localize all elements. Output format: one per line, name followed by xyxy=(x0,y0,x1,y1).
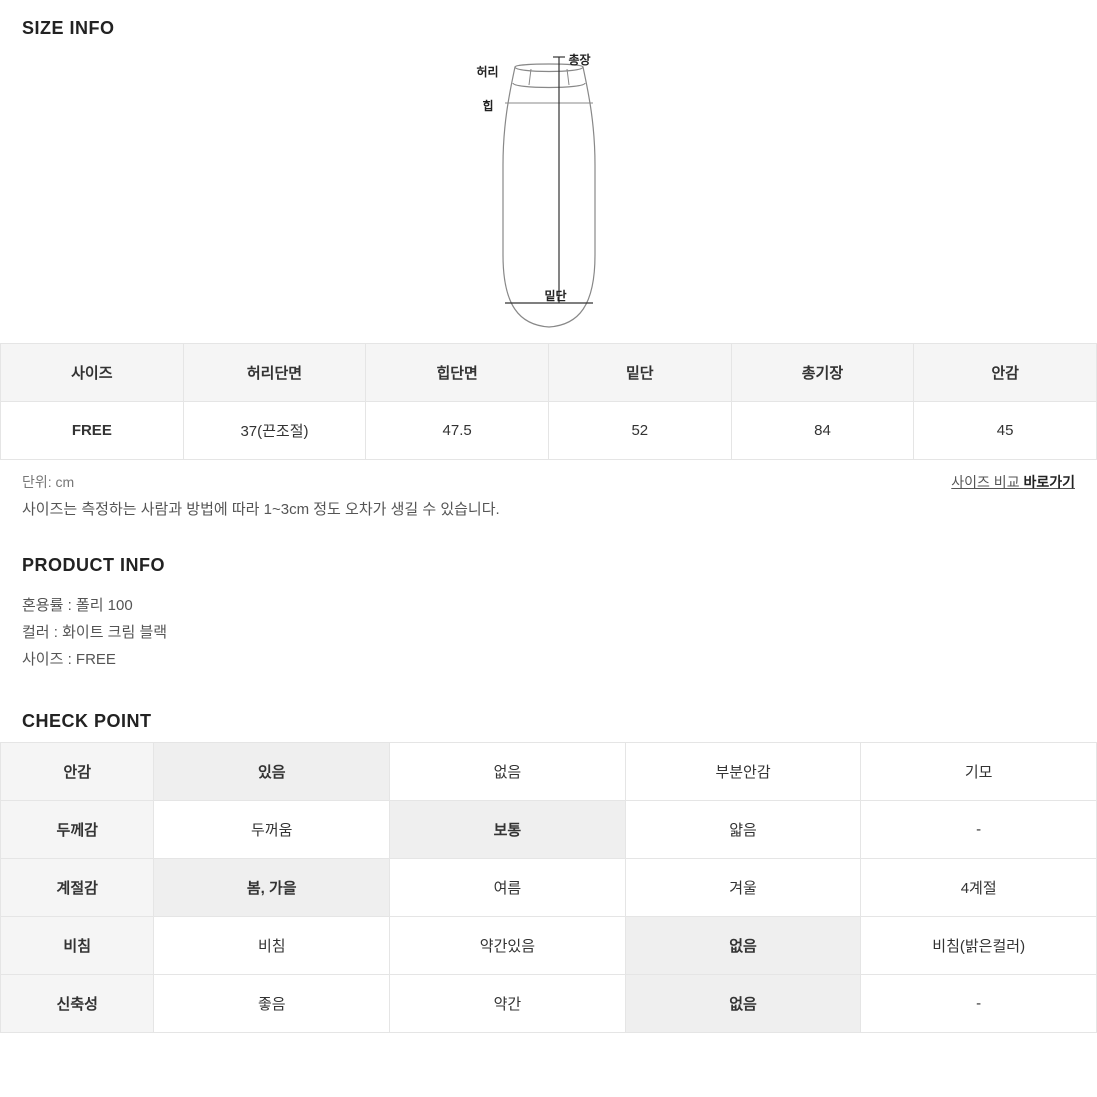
check-point-option: 얇음 xyxy=(625,801,861,859)
product-info-line: 컬러 : 화이트 크림 블랙 xyxy=(22,619,1075,646)
check-point-option: 여름 xyxy=(390,859,626,917)
size-info-title: SIZE INFO xyxy=(0,10,1097,49)
size-table: 사이즈 허리단면 힙단면 밑단 총기장 안감 FREE 37(끈조절) 47.5… xyxy=(0,343,1097,460)
check-point-option: 약간있음 xyxy=(390,917,626,975)
check-point-row: 안감있음없음부분안감기모 xyxy=(1,743,1097,801)
product-info-line: 사이즈 : FREE xyxy=(22,646,1075,673)
check-point-option: 겨울 xyxy=(625,859,861,917)
check-point-option: 좋음 xyxy=(154,975,390,1033)
check-point-option: 봄, 가을 xyxy=(154,859,390,917)
size-compare-link[interactable]: 사이즈 비교 바로가기 xyxy=(951,474,1075,490)
product-info-list: 혼용률 : 폴리 100 컬러 : 화이트 크림 블랙 사이즈 : FREE xyxy=(0,586,1097,703)
size-disclaimer: 사이즈는 측정하는 사람과 방법에 따라 1~3cm 정도 오차가 생길 수 있… xyxy=(0,498,1097,547)
size-table-cell: 45 xyxy=(914,402,1097,460)
size-table-header: 밑단 xyxy=(548,344,731,402)
check-point-row-label: 신축성 xyxy=(1,975,154,1033)
check-point-option: 부분안감 xyxy=(625,743,861,801)
check-point-option: 비침 xyxy=(154,917,390,975)
product-info-line: 혼용률 : 폴리 100 xyxy=(22,592,1075,619)
product-info-title: PRODUCT INFO xyxy=(0,547,1097,586)
check-point-option: 4계절 xyxy=(861,859,1097,917)
size-table-cell: 84 xyxy=(731,402,914,460)
check-point-option: 비침(밝은컬러) xyxy=(861,917,1097,975)
size-table-header: 총기장 xyxy=(731,344,914,402)
size-table-cell: 47.5 xyxy=(366,402,549,460)
check-point-option: 있음 xyxy=(154,743,390,801)
check-point-row: 두께감두꺼움보통얇음- xyxy=(1,801,1097,859)
size-table-row: FREE 37(끈조절) 47.5 52 84 45 xyxy=(1,402,1097,460)
check-point-option: 두꺼움 xyxy=(154,801,390,859)
check-point-option: 기모 xyxy=(861,743,1097,801)
check-point-option: - xyxy=(861,975,1097,1033)
diagram-label-chongjang: 총장 xyxy=(569,51,591,68)
check-point-title: CHECK POINT xyxy=(0,703,1097,742)
check-point-option: 없음 xyxy=(390,743,626,801)
check-point-row-label: 안감 xyxy=(1,743,154,801)
check-point-row-label: 계절감 xyxy=(1,859,154,917)
size-table-cell: 37(끈조절) xyxy=(183,402,366,460)
diagram-label-heori: 허리 xyxy=(477,63,499,80)
size-table-header-row: 사이즈 허리단면 힙단면 밑단 총기장 안감 xyxy=(1,344,1097,402)
size-table-header: 사이즈 xyxy=(1,344,184,402)
check-point-option: 약간 xyxy=(390,975,626,1033)
size-table-header: 힙단면 xyxy=(366,344,549,402)
diagram-label-mitdan: 밑단 xyxy=(545,287,567,304)
check-point-row: 계절감봄, 가을여름겨울4계절 xyxy=(1,859,1097,917)
check-point-row: 비침비침약간있음없음비침(밝은컬러) xyxy=(1,917,1097,975)
check-point-option: 보통 xyxy=(390,801,626,859)
check-point-row: 신축성좋음약간없음- xyxy=(1,975,1097,1033)
check-point-row-label: 두께감 xyxy=(1,801,154,859)
check-point-table: 안감있음없음부분안감기모두께감두꺼움보통얇음-계절감봄, 가을여름겨울4계절비침… xyxy=(0,742,1097,1033)
size-table-cell: 52 xyxy=(548,402,731,460)
size-table-header: 허리단면 xyxy=(183,344,366,402)
check-point-row-label: 비침 xyxy=(1,917,154,975)
unit-note: 단위: cm xyxy=(22,472,74,492)
check-point-option: 없음 xyxy=(625,975,861,1033)
diagram-label-hip: 힙 xyxy=(483,97,494,114)
check-point-option: - xyxy=(861,801,1097,859)
check-point-option: 없음 xyxy=(625,917,861,975)
size-diagram: 총장 허리 힙 밑단 xyxy=(0,49,1097,343)
size-table-header: 안감 xyxy=(914,344,1097,402)
size-table-row-label: FREE xyxy=(1,402,184,460)
